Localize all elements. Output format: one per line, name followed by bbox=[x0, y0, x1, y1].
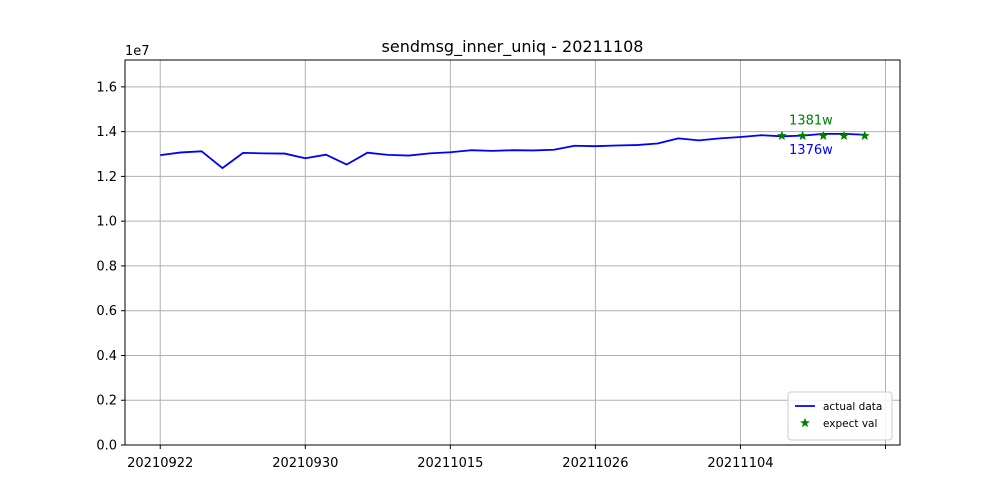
y-tick-label: 1.4 bbox=[96, 125, 117, 140]
x-tick-label: 20211026 bbox=[562, 456, 628, 471]
legend-label: expect val bbox=[823, 418, 877, 430]
y-tick-label: 0.0 bbox=[96, 439, 117, 454]
legend: actual data expect val bbox=[787, 391, 893, 441]
grid bbox=[125, 60, 900, 446]
x-tick-label: 20211015 bbox=[417, 456, 483, 471]
annotations: 1381w 1376w bbox=[789, 113, 833, 157]
plot-area-frame bbox=[124, 59, 901, 446]
series-point-expect-val bbox=[776, 130, 787, 141]
x-tick-label: 20210922 bbox=[127, 456, 193, 471]
y-tick-label: 0.8 bbox=[96, 259, 117, 274]
y-tick-label: 0.6 bbox=[96, 304, 117, 319]
chart-title: sendmsg_inner_uniq - 20211108 bbox=[382, 37, 644, 57]
series-layer bbox=[160, 130, 870, 170]
axes: 0.0 0.2 0.4 0.6 0.8 1.0 1.2 1.4 1.6 20210922 20210… bbox=[96, 80, 886, 471]
series-line-actual-data bbox=[160, 132, 865, 170]
y-axis-offset-label: 1e7 bbox=[125, 44, 150, 59]
series-point-expect-val bbox=[838, 130, 850, 141]
legend-star-swatch bbox=[799, 417, 811, 428]
y-tick-label: 0.2 bbox=[96, 394, 117, 409]
legend-label: actual data bbox=[823, 401, 882, 413]
y-tick-label: 1.2 bbox=[96, 170, 117, 185]
x-tick-label: 20211104 bbox=[707, 456, 773, 471]
y-tick-label: 1.0 bbox=[96, 215, 117, 230]
series-point-expect-val bbox=[818, 130, 829, 141]
x-tick-label: 20210930 bbox=[272, 456, 338, 471]
series-point-expect-val bbox=[797, 130, 808, 141]
legend-box bbox=[787, 391, 893, 441]
series-point-expect-val bbox=[859, 130, 870, 141]
y-tick-label: 1.6 bbox=[96, 80, 117, 95]
value-annotation: 1381w bbox=[789, 113, 833, 128]
value-annotation: 1376w bbox=[789, 143, 833, 158]
y-tick-label: 0.4 bbox=[96, 349, 117, 364]
